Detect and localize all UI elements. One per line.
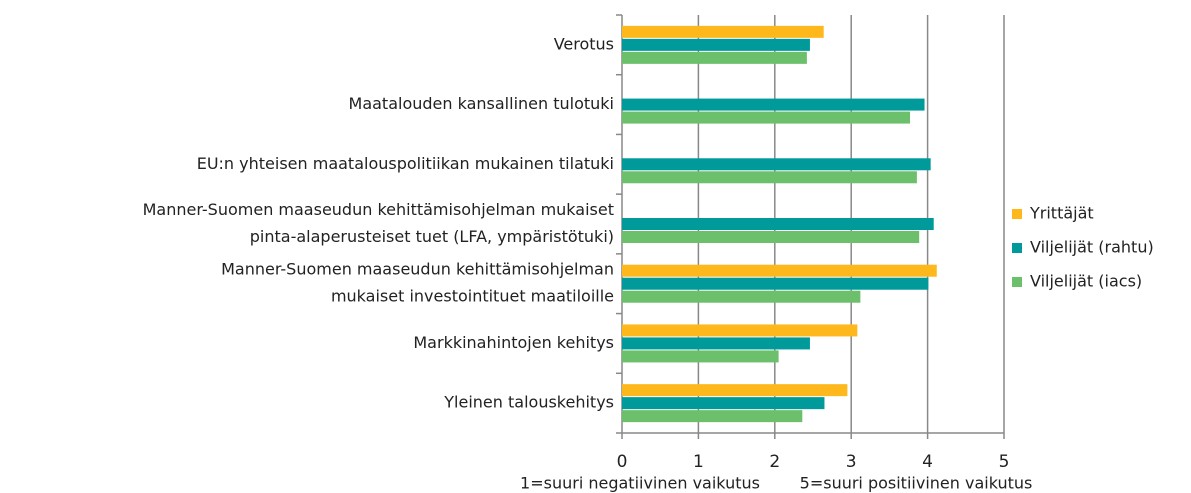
legend-swatch	[1012, 243, 1022, 253]
y-tick-label: Verotus	[554, 34, 614, 53]
bar	[622, 218, 934, 230]
x-tick-label: 4	[922, 452, 933, 472]
legend-label: Viljelijät (rahtu)	[1030, 238, 1154, 257]
bar	[622, 171, 917, 184]
bar	[622, 384, 848, 397]
bar	[622, 264, 937, 277]
bar	[622, 51, 807, 64]
x-tick-label: 3	[846, 452, 857, 472]
y-tick-label: Manner-Suomen maaseudun kehittämisohjelm…	[221, 260, 614, 279]
y-tick-label: Yleinen talouskehitys	[443, 393, 614, 412]
legend-swatch	[1012, 277, 1022, 287]
bar	[622, 277, 929, 290]
bar	[622, 337, 810, 350]
x-tick-label: 5	[999, 452, 1010, 472]
y-tick-label: Maatalouden kansallinen tulotuki	[349, 94, 614, 113]
bar	[622, 38, 810, 51]
bar	[622, 25, 824, 38]
x-axis-label: 1=suuri negatiivinen vaikutus	[520, 474, 760, 493]
x-tick-label: 2	[769, 452, 780, 472]
y-tick-label: EU:n yhteisen maatalouspolitiikan mukain…	[197, 154, 614, 173]
bar	[622, 324, 858, 337]
bar	[622, 290, 861, 303]
y-tick-label: Manner-Suomen maaseudun kehittämisohjelm…	[143, 200, 614, 219]
x-axis-label: 5=suuri positiivinen vaikutus	[800, 474, 1033, 493]
bar	[622, 158, 931, 171]
legend-label: Yrittäjät	[1029, 204, 1094, 223]
y-tick-label: pinta-alaperusteiset tuet (LFA, ympärist…	[250, 227, 614, 246]
bar	[622, 231, 920, 243]
bar	[622, 111, 911, 124]
bar	[622, 397, 825, 410]
legend-label: Viljelijät (iacs)	[1030, 272, 1142, 291]
x-tick-label: 1	[693, 452, 704, 472]
y-tick-label: Markkinahintojen kehitys	[413, 333, 614, 352]
bar	[622, 410, 803, 423]
bar	[622, 98, 925, 111]
legend-swatch	[1012, 209, 1022, 219]
x-tick-label: 0	[617, 452, 628, 472]
y-tick-label: mukaiset investointituet maatiloille	[331, 287, 614, 306]
bar	[622, 350, 779, 363]
